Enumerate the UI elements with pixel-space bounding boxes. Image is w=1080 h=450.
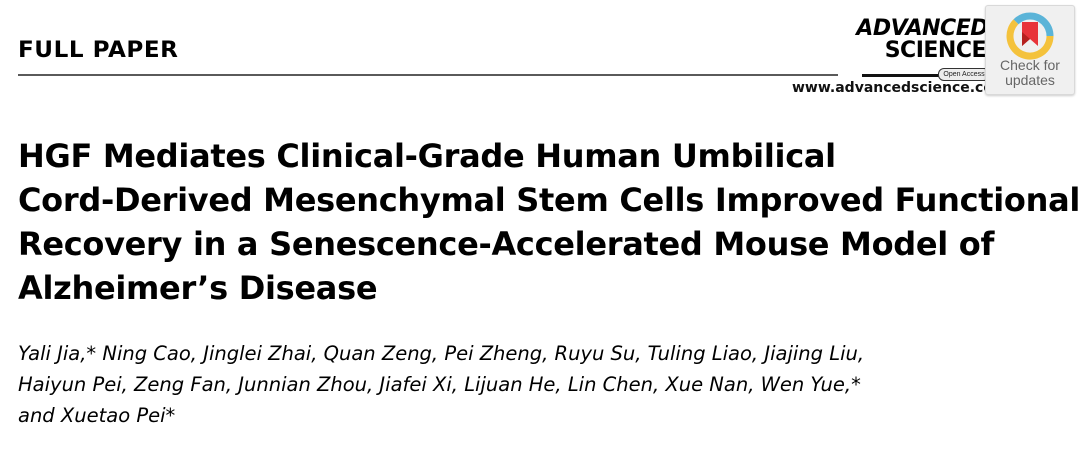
journal-url[interactable]: www.advancedscience.com [792, 80, 1008, 96]
journal-rule [862, 74, 942, 77]
journal-logo: ADVANCED SCIENCE [838, 18, 988, 62]
header-rule [18, 74, 838, 76]
title-line: Recovery in a Senescence-Accelerated Mou… [18, 225, 995, 263]
author-line: Haiyun Pei, Zeng Fan, Junnian Zhou, Jiaf… [18, 373, 861, 396]
author-list: Yali Jia,* Ning Cao, Jinglei Zhai, Quan … [18, 338, 1058, 431]
check-for-updates-button[interactable]: Check for updates [985, 5, 1075, 95]
author-line: Yali Jia,* Ning Cao, Jinglei Zhai, Quan … [18, 342, 865, 365]
journal-name-line1: ADVANCED [856, 16, 988, 41]
journal-name-line2: SCIENCE [884, 38, 987, 63]
check-for-updates-line2: updates [1005, 72, 1055, 88]
check-for-updates-line1: Check for [1000, 57, 1060, 73]
title-line: HGF Mediates Clinical-Grade Human Umbili… [18, 137, 836, 175]
author-line: and Xuetao Pei* [18, 404, 176, 427]
section-label: FULL PAPER [18, 38, 179, 63]
title-line: Alzheimer’s Disease [18, 269, 378, 307]
article-title: HGF Mediates Clinical-Grade Human Umbili… [18, 134, 1080, 310]
title-line: Cord-Derived Mesenchymal Stem Cells Impr… [18, 181, 1080, 219]
crossmark-icon [1006, 12, 1054, 60]
